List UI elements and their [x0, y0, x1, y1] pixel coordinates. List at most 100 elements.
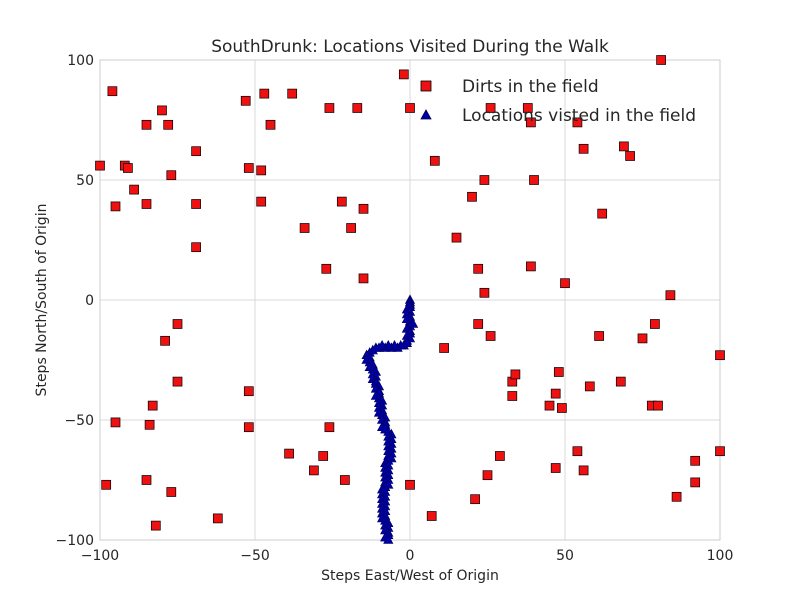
- dirt-point: [690, 477, 701, 488]
- dirt-point: [671, 491, 682, 502]
- dirt-point: [172, 376, 183, 387]
- y-tick-label: −50: [64, 413, 94, 429]
- dirt-point: [467, 191, 477, 202]
- dirt-point: [553, 367, 564, 377]
- dirt-point: [470, 494, 480, 505]
- dirt-point: [625, 151, 635, 161]
- dirt-point: [560, 278, 570, 289]
- dirt-point: [451, 232, 462, 243]
- dirt-point: [578, 465, 589, 476]
- dirt-point: [144, 419, 155, 430]
- dirt-point: [147, 400, 158, 411]
- dirt-point: [594, 331, 604, 341]
- dirt-point: [650, 319, 660, 329]
- dirt-point: [358, 273, 369, 284]
- dirt-point: [352, 103, 363, 113]
- dirt-point: [95, 160, 105, 171]
- dirt-point: [256, 165, 267, 176]
- dirt-point: [123, 163, 133, 173]
- dirt-point: [191, 199, 201, 209]
- dirt-point: [160, 335, 170, 346]
- dirt-point: [429, 155, 440, 166]
- dirt-point: [485, 331, 496, 341]
- dirt-point: [259, 88, 270, 99]
- dirt-point: [715, 446, 725, 457]
- dirt-point: [240, 95, 251, 106]
- dirt-point: [150, 520, 161, 531]
- dirt-point: [495, 451, 505, 461]
- legend-marker-dirts: [420, 80, 432, 92]
- dirt-point: [482, 470, 493, 481]
- y-axis-label: Steps North/South of Origin: [34, 204, 50, 397]
- dirt-point: [653, 400, 663, 411]
- dirt-point: [358, 203, 369, 214]
- dirt-point: [615, 376, 626, 387]
- dirt-point: [299, 223, 310, 233]
- dirt-point: [656, 55, 666, 65]
- dirt-point: [172, 319, 183, 329]
- dirt-point: [690, 455, 701, 466]
- dirt-point: [637, 333, 648, 344]
- dirt-point: [324, 103, 335, 113]
- dirt-point: [557, 403, 567, 413]
- dirt-point: [473, 263, 484, 274]
- y-tick-label: −100: [56, 533, 94, 549]
- legend-label-dirts: Dirts in the field: [462, 77, 599, 97]
- dirt-point: [110, 201, 121, 212]
- dirt-point: [318, 451, 329, 461]
- dirt-point: [265, 119, 276, 130]
- dirt-point: [321, 263, 332, 274]
- dirt-point: [191, 146, 201, 157]
- dirt-point: [526, 117, 536, 128]
- dirt-point: [473, 319, 484, 329]
- dirt-point: [141, 475, 152, 485]
- locations-series: [361, 294, 419, 544]
- dirt-point: [529, 175, 539, 185]
- dirt-point: [166, 170, 177, 181]
- dirt-point: [157, 105, 167, 116]
- dirt-point: [597, 208, 608, 219]
- dirt-point: [110, 417, 121, 428]
- plot-border: [99, 59, 721, 541]
- dirt-point: [141, 199, 152, 209]
- dirt-point: [243, 163, 254, 173]
- x-axis-label: Steps East/West of Origin: [321, 568, 499, 584]
- location-point: [383, 534, 394, 544]
- dirt-point: [340, 475, 350, 485]
- dirt-point: [129, 184, 139, 195]
- x-tick-label: −50: [240, 548, 270, 564]
- dirt-point: [572, 117, 583, 128]
- legend-label-locations: Locations visted in the field: [462, 106, 696, 126]
- dirt-point: [243, 386, 254, 397]
- dirt-point: [507, 391, 518, 401]
- dirt-point: [619, 141, 629, 152]
- dirt-point: [439, 343, 449, 353]
- dirt-point: [522, 103, 533, 113]
- dirt-point: [309, 465, 319, 476]
- dirt-point: [141, 119, 152, 130]
- dirt-point: [665, 290, 676, 301]
- x-tick-label: −100: [81, 548, 119, 564]
- dirt-point: [101, 479, 112, 490]
- y-tick-label: 100: [67, 53, 94, 69]
- dirt-point: [550, 388, 561, 399]
- dirt-point: [572, 446, 583, 457]
- dirt-point: [256, 196, 267, 207]
- plot-area: [95, 55, 725, 544]
- dirt-point: [405, 479, 415, 490]
- dirt-point: [346, 223, 356, 233]
- chart-title: SouthDrunk: Locations Visited During the…: [211, 37, 609, 57]
- dirt-point: [284, 448, 294, 459]
- legend-marker-locations: [420, 109, 432, 120]
- dirt-point: [324, 422, 335, 433]
- dirt-point: [163, 119, 174, 130]
- dirt-point: [479, 287, 490, 298]
- dirt-point: [510, 369, 521, 380]
- dirt-point: [578, 143, 589, 154]
- x-tick-label: 50: [556, 548, 574, 564]
- dirt-point: [107, 86, 118, 97]
- dirt-point: [715, 350, 725, 361]
- dirt-point: [405, 103, 415, 113]
- dirt-point: [485, 103, 496, 113]
